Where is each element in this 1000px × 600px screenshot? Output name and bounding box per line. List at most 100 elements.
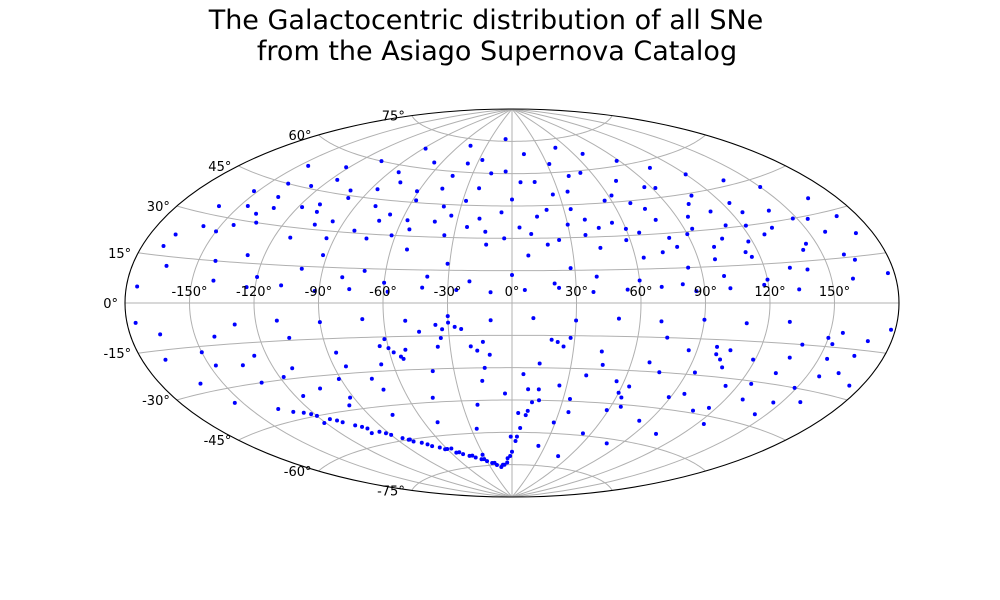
supernova-point xyxy=(488,318,493,323)
supernova-point xyxy=(344,165,349,170)
latitude-tick-label: 15° xyxy=(108,247,131,262)
supernova-point xyxy=(660,250,665,255)
supernova-point xyxy=(379,159,384,164)
supernova-point xyxy=(798,400,803,405)
supernova-point xyxy=(552,281,557,286)
supernova-point xyxy=(438,335,443,340)
supernova-point xyxy=(599,349,604,354)
supernova-point xyxy=(201,224,206,229)
supernova-point xyxy=(521,372,526,377)
supernova-point xyxy=(240,363,245,368)
supernova-point xyxy=(529,231,534,236)
supernova-point xyxy=(324,236,329,241)
supernova-point xyxy=(853,231,858,236)
supernova-point xyxy=(694,289,699,294)
supernova-point xyxy=(314,209,319,214)
supernova-point xyxy=(766,208,771,213)
supernova-point xyxy=(452,324,457,329)
supernova-point xyxy=(432,160,437,165)
supernova-point xyxy=(508,434,513,439)
supernova-point xyxy=(348,395,353,400)
supernova-point xyxy=(216,204,221,209)
supernova-point xyxy=(433,322,438,327)
supernova-point xyxy=(720,365,725,370)
supernova-point xyxy=(702,317,707,322)
supernova-point xyxy=(510,449,514,454)
supernova-point xyxy=(475,402,480,407)
supernova-point xyxy=(161,244,166,249)
supernova-point xyxy=(604,441,609,446)
supernova-point xyxy=(823,229,828,234)
supernova-point xyxy=(654,431,659,436)
supernova-point xyxy=(442,233,447,238)
supernova-point xyxy=(614,379,619,384)
supernova-point xyxy=(647,360,652,365)
supernova-point xyxy=(889,327,894,332)
supernova-point xyxy=(637,230,642,235)
longitude-tick-label: 60° xyxy=(629,285,652,300)
supernova-point xyxy=(379,362,384,367)
supernova-point xyxy=(425,274,430,279)
supernova-point xyxy=(425,442,430,447)
supernova-point xyxy=(627,384,632,389)
supernova-point xyxy=(598,245,603,250)
supernova-point xyxy=(489,171,494,176)
supernova-point xyxy=(537,361,542,366)
supernova-point xyxy=(690,226,695,231)
supernova-point xyxy=(850,276,855,281)
supernova-point xyxy=(271,206,276,211)
longitude-gridline xyxy=(382,108,513,498)
supernova-point xyxy=(708,209,713,214)
supernova-point xyxy=(568,266,573,271)
supernova-point xyxy=(254,220,259,225)
supernova-point xyxy=(340,420,345,425)
supernova-point xyxy=(482,457,487,462)
supernova-point xyxy=(443,447,448,452)
longitude-tick-label: 150° xyxy=(819,285,850,300)
supernova-point xyxy=(740,397,745,402)
latitude-tick-label: 45° xyxy=(208,160,231,175)
supernova-point xyxy=(446,320,451,325)
supernova-point xyxy=(398,180,403,185)
supernova-point xyxy=(683,172,688,177)
supernova-point xyxy=(557,383,562,388)
supernova-point xyxy=(480,157,485,162)
supernova-point xyxy=(377,218,382,223)
supernova-point xyxy=(163,357,168,362)
supernova-point xyxy=(740,210,745,215)
supernova-point xyxy=(769,225,774,230)
supernova-point xyxy=(274,318,279,323)
supernova-point xyxy=(499,210,504,215)
supernova-point xyxy=(797,287,802,292)
supernova-point xyxy=(675,244,680,249)
latitude-tick-label: 30° xyxy=(147,200,170,215)
supernova-point xyxy=(825,356,830,361)
supernova-point xyxy=(642,206,647,211)
supernova-point xyxy=(596,225,601,230)
supernova-point xyxy=(746,239,751,244)
supernova-point xyxy=(685,232,690,237)
supernova-point xyxy=(423,146,428,151)
supernova-point xyxy=(322,421,327,426)
supernova-point xyxy=(389,432,394,437)
supernova-point xyxy=(628,201,633,206)
supernova-point xyxy=(728,286,733,291)
supernova-point xyxy=(279,283,284,288)
supernova-point xyxy=(244,285,249,290)
supernova-point xyxy=(381,387,386,392)
supernova-point xyxy=(336,377,341,382)
supernova-point xyxy=(468,143,473,148)
supernova-point xyxy=(449,446,454,451)
supernova-point xyxy=(801,247,806,252)
supernova-point xyxy=(602,198,607,203)
supernova-point xyxy=(419,440,424,445)
supernova-point xyxy=(430,395,435,400)
supernova-point xyxy=(723,223,728,228)
supernova-point xyxy=(467,279,472,284)
supernova-point xyxy=(317,202,322,207)
supernova-point xyxy=(480,378,485,383)
supernova-point xyxy=(232,400,237,405)
supernova-point xyxy=(666,395,671,400)
supernova-point xyxy=(806,196,811,201)
longitude-gridline xyxy=(188,108,513,498)
